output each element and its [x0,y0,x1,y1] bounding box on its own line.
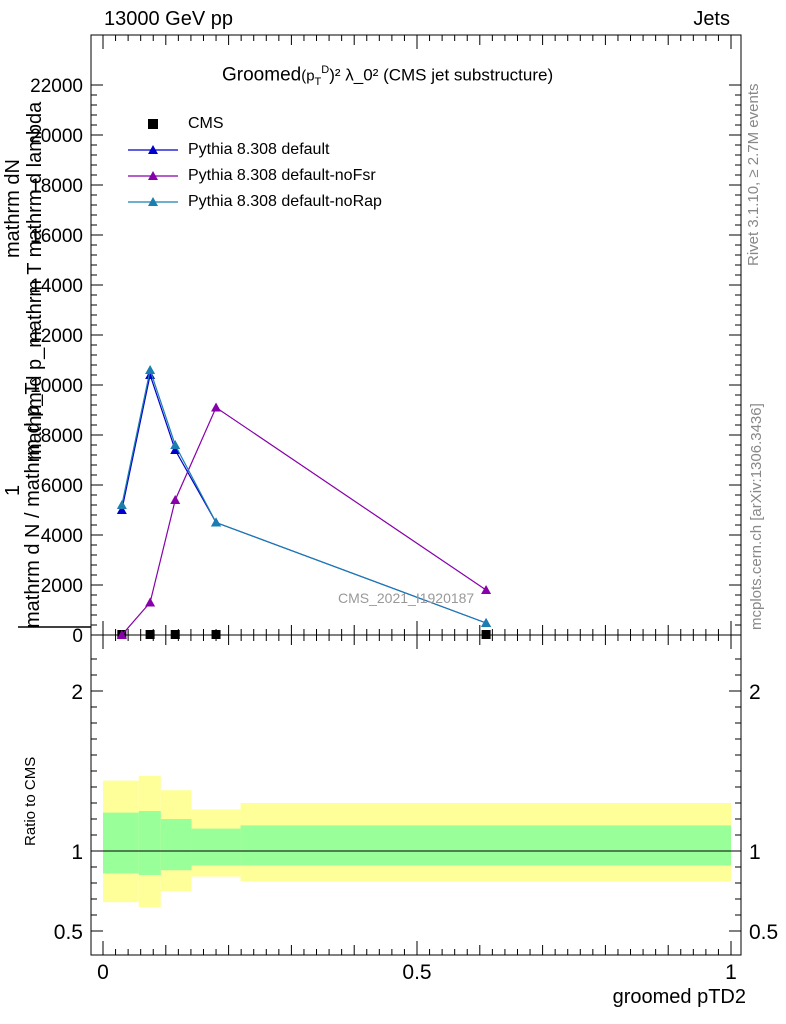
legend-default-label: Pythia 8.308 default [188,141,330,158]
ratio-inner-band-0 [103,812,139,874]
series-point-2 [116,630,127,639]
legend-marker-2 [148,171,158,180]
main-title: Groomed(pTD)² λ_0² (CMS jet substructure… [222,64,553,88]
side-mcplots: mcplots.cern.ch [arXiv:1306.3436] [748,403,765,630]
header-right: Jets [693,8,730,30]
legend-cms-label: CMS [188,115,224,132]
ratio-ylabel: Ratio to CMS [22,756,39,846]
series-point-2 [145,597,156,607]
title-rest: )² λ_0² (CMS jet substructure) [329,65,554,85]
main-ytick-label: 12000 [30,326,83,347]
ylabel-bottom: mathrm d N / mathrm d p_T [22,382,44,628]
legend-cms-marker [148,119,158,129]
title-sub: T [314,76,322,89]
ratio-ytick-label-right: 0.5 [749,921,778,944]
main-ytick-label: 18000 [30,176,83,197]
ratio-inner-band-3 [191,828,241,866]
ratio-ytick-label: 0.5 [54,921,83,944]
watermark: CMS_2021_I1920187 [338,590,475,606]
series-point-2 [211,402,222,412]
title-math: (p [301,67,315,85]
main-ytick-label: 22000 [30,76,83,97]
series-point-3 [211,517,222,527]
main-ytick-label: 8000 [41,426,83,447]
ratio-frame [90,634,742,956]
main-ytick-label: 10000 [30,376,83,397]
main-ytick-label: 4000 [41,526,83,547]
legend-marker-1 [148,145,158,154]
series-point-2 [170,495,181,504]
legend-norap-label: Pythia 8.308 default-noRap [188,193,382,210]
series-point-1 [170,445,181,454]
xtick-label: 0.5 [402,961,431,984]
header-left: 13000 GeV pp [104,8,233,30]
cms-point [170,630,180,639]
cms-point [481,630,491,639]
title-sup: D [321,64,330,76]
series-point-3 [481,618,492,627]
ratio-ytick-label-right: 1 [749,841,761,864]
cms-point [211,630,221,639]
main-ytick-label: 14000 [30,276,83,297]
series-point-3 [170,440,181,449]
series-point-3 [145,365,156,374]
ratio-ytick-label: 2 [71,681,83,704]
main-ytick-label: 2000 [41,576,83,597]
ratio-ytick-label-right: 2 [749,681,761,704]
legend-nofsr-label: Pythia 8.308 default-noFsr [188,167,376,184]
legend-marker-3 [148,197,158,206]
legend: CMS Pythia 8.308 default Pythia 8.308 de… [126,112,446,222]
main-ytick-label: 6000 [41,476,83,497]
series-point-2 [481,585,492,594]
xtick-label: 0 [97,961,109,984]
main-ytick-label: 0 [72,626,83,647]
ratio-inner-band-1 [138,811,161,875]
ratio-inner-band-2 [160,819,192,871]
main-ytick-label: 20000 [30,126,83,147]
main-ytick-label: 16000 [30,226,83,247]
series-point-1 [116,505,127,514]
cms-point [145,630,155,639]
xtick-label: 1 [725,961,737,984]
series-point-3 [116,500,127,509]
x-axis-label: groomed pTD2 [612,986,746,1008]
title-prefix: Groomed [222,64,302,86]
ratio-inner-band-4 [240,825,732,866]
side-rivet: Rivet 3.1.10, ≥ 2.7M events [745,83,762,267]
ratio-ytick-label: 1 [71,841,83,864]
ylabel-top: mathrm dN [2,159,24,258]
